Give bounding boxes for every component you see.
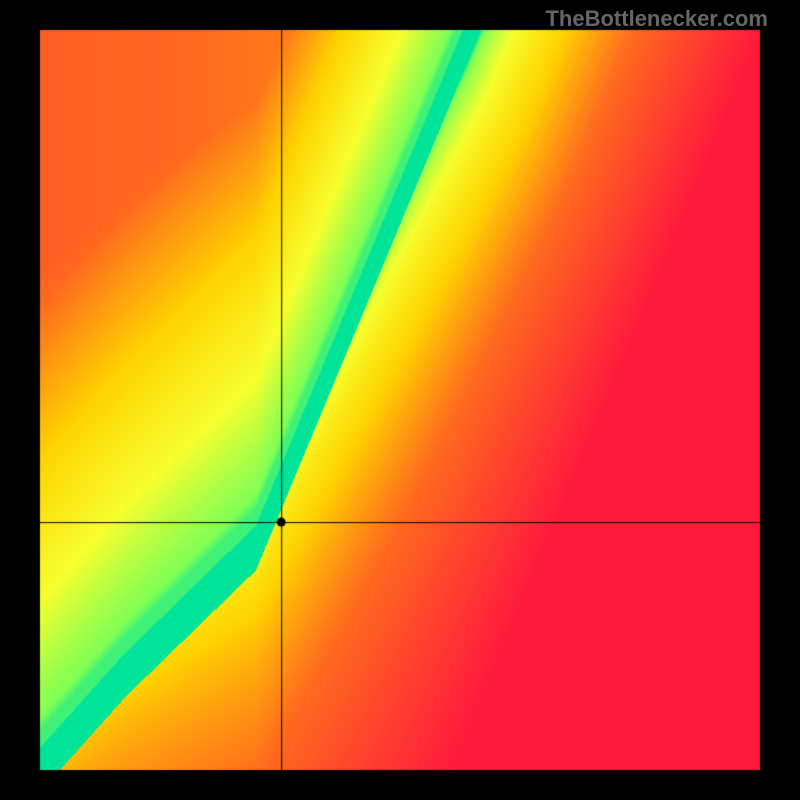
watermark-text: TheBottlenecker.com — [545, 6, 768, 32]
bottleneck-heatmap — [0, 0, 800, 800]
chart-container: TheBottlenecker.com — [0, 0, 800, 800]
